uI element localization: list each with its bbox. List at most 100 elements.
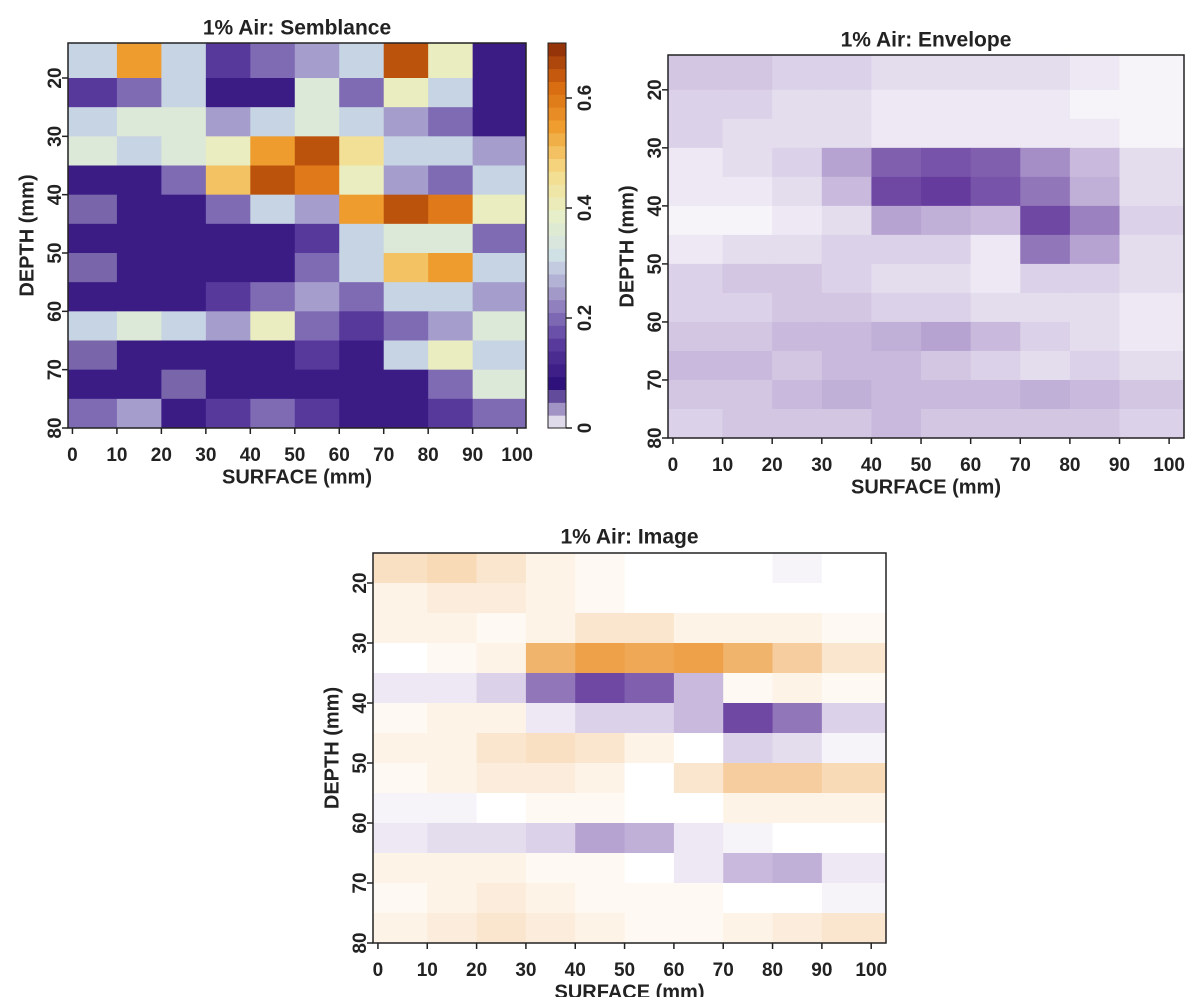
heat-cell: [1069, 118, 1120, 149]
y-tick-label: 70: [45, 359, 66, 380]
plot-frame: [667, 54, 1185, 439]
heat-cell: [1020, 176, 1071, 207]
x-tick-label: 60: [663, 960, 684, 981]
heat-cell: [383, 223, 429, 254]
heat-cell: [428, 340, 474, 371]
x-tick-label: 20: [151, 445, 172, 466]
heat-cell: [723, 613, 774, 644]
y-tick-label: 60: [645, 311, 666, 332]
heat-cell: [339, 136, 385, 166]
heat-cell: [970, 321, 1021, 352]
x-tick-label: 0: [373, 960, 384, 981]
y-tick-label: 80: [645, 427, 666, 448]
heat-cell: [116, 340, 162, 371]
heat-cell: [427, 613, 478, 644]
heat-cell: [427, 703, 478, 734]
heat-cell: [1119, 176, 1185, 207]
heat-cell: [772, 853, 823, 884]
y-tick-label: 80: [350, 932, 371, 953]
heat-cell: [294, 43, 340, 79]
heat-cell: [970, 350, 1021, 381]
heat-cell: [1119, 408, 1185, 439]
heat-cell: [821, 823, 887, 854]
x-tick-label: 80: [762, 960, 783, 981]
heat-cell: [428, 165, 474, 196]
heat-cell: [383, 311, 429, 341]
heat-cell: [1020, 408, 1071, 439]
heat-cell: [476, 913, 527, 944]
heat-cell: [772, 350, 823, 381]
colorbar-band: [548, 363, 566, 378]
colorbar-band: [548, 184, 566, 198]
colorbar-band: [548, 81, 566, 95]
heat-cell: [871, 89, 922, 120]
heat-cell: [339, 43, 385, 79]
heat-cell: [668, 89, 724, 120]
heat-cell: [116, 369, 162, 400]
heat-cell: [772, 643, 823, 674]
x-tick-label: 80: [418, 445, 439, 466]
heat-cell: [161, 311, 207, 341]
heat-cell: [970, 234, 1021, 265]
heat-cell: [772, 205, 823, 236]
heat-cell: [1020, 234, 1071, 265]
x-tick-label: 90: [462, 445, 483, 466]
heat-cell: [1119, 263, 1185, 294]
y-tick-label: 50: [350, 752, 371, 773]
heat-cell: [970, 292, 1021, 323]
y-axis-label: DEPTH (mm): [321, 687, 343, 809]
heat-cell: [373, 913, 428, 944]
x-tick-label: 100: [1153, 455, 1185, 476]
heat-cell: [668, 263, 724, 294]
y-tick-label: 40: [350, 692, 371, 713]
heat-cell: [970, 176, 1021, 207]
heat-cell: [294, 282, 340, 312]
heat-cell: [624, 583, 675, 614]
heat-cell: [722, 263, 773, 294]
heat-cell: [525, 553, 576, 584]
heat-cell: [821, 55, 872, 91]
x-tick-label: 50: [910, 455, 931, 476]
heat-cell: [821, 853, 887, 884]
heat-cell: [575, 643, 626, 674]
y-tick-label: 30: [645, 137, 666, 158]
heat-cell: [161, 165, 207, 196]
heat-cell: [116, 282, 162, 312]
heat-cell: [772, 89, 823, 120]
heat-cell: [161, 78, 207, 108]
heat-cell: [772, 292, 823, 323]
x-tick-label: 30: [811, 455, 832, 476]
heat-cell: [821, 408, 872, 439]
heat-cell: [116, 194, 162, 225]
heat-cell: [722, 408, 773, 439]
x-tick-label: 0: [668, 455, 679, 476]
heat-cell: [668, 408, 724, 439]
heat-cell: [1020, 205, 1071, 236]
heat-cell: [294, 311, 340, 341]
colorbar-band: [548, 299, 566, 313]
heat-cell: [68, 369, 118, 400]
heat-cell: [373, 823, 428, 854]
heat-cell: [722, 55, 773, 91]
y-axis-label: DEPTH (mm): [616, 185, 638, 307]
heat-cell: [294, 78, 340, 108]
heat-cell: [673, 643, 724, 674]
heat-cell: [1069, 234, 1120, 265]
chart-title: 1% Air: Envelope: [841, 29, 1012, 52]
heat-cell: [772, 55, 823, 91]
heat-cell: [68, 194, 118, 225]
heat-cell: [373, 583, 428, 614]
heat-cell: [723, 733, 774, 764]
heat-cell: [723, 823, 774, 854]
heat-cell: [383, 136, 429, 166]
x-tick-label: 50: [614, 960, 635, 981]
y-tick-label: 70: [350, 872, 371, 893]
heat-cell: [294, 223, 340, 254]
y-tick-label: 50: [45, 242, 66, 263]
heat-cell: [427, 643, 478, 674]
heat-cell: [624, 703, 675, 734]
heat-cell: [575, 583, 626, 614]
heat-cell: [428, 136, 474, 166]
colorbar-band: [548, 338, 566, 352]
heat-cell: [921, 379, 972, 410]
